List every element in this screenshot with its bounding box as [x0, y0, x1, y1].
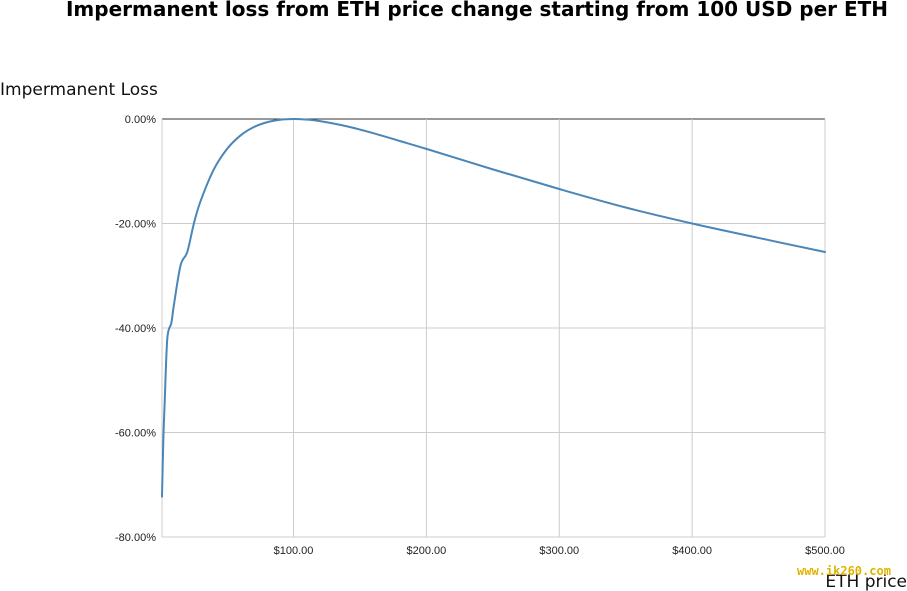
grid [161, 118, 826, 538]
series-layer [161, 117, 826, 498]
x-tick-label: $400.00 [672, 545, 712, 557]
y-axis-title: Impermanent Loss [0, 80, 158, 100]
x-axis-title: ETH price [825, 572, 907, 591]
y-tick-label: -40.00% [115, 323, 156, 335]
x-tick-label: $300.00 [539, 545, 579, 557]
watermark: www.ik260.com [797, 564, 891, 578]
series-line [161, 117, 826, 498]
y-tick-label: 0.00% [125, 114, 156, 126]
x-tick-label: $500.00 [805, 545, 845, 557]
y-tick-label: -60.00% [115, 428, 156, 440]
x-tick-label: $200.00 [407, 545, 447, 557]
chart-title: Impermanent loss from ETH price change s… [66, 0, 888, 21]
x-tick-label: $100.00 [274, 545, 314, 557]
y-tick-label: -20.00% [115, 219, 156, 231]
y-tick-label: -80.00% [115, 532, 156, 544]
tick-labels: 0.00% -20.00% -40.00% -60.00% -80.00% $100.00… [115, 114, 845, 557]
